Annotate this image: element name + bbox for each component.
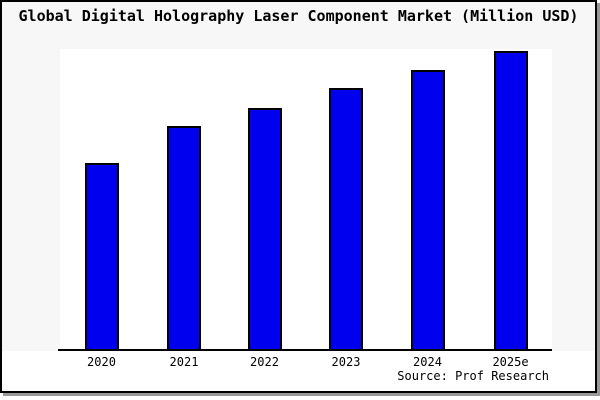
x-tick-label-2022: 2022 xyxy=(250,355,279,369)
source-credit: Source: Prof Research xyxy=(397,369,549,383)
bar-2021 xyxy=(167,126,201,351)
plot-area xyxy=(60,49,552,351)
x-tick-label-2020: 2020 xyxy=(87,355,116,369)
x-axis-line xyxy=(58,349,552,351)
bar-2022 xyxy=(247,108,282,351)
chart-title: Global Digital Holography Laser Componen… xyxy=(18,7,579,25)
bar-2023 xyxy=(329,88,363,351)
bar-2025e xyxy=(493,51,528,351)
x-tick-label-2021: 2021 xyxy=(169,355,199,369)
bar-2020 xyxy=(84,163,119,351)
x-tick-label-2024: 2024 xyxy=(413,355,442,369)
x-tick-label-2023: 2023 xyxy=(331,355,361,369)
x-axis-band xyxy=(2,351,595,391)
bar-2024 xyxy=(410,70,445,351)
x-tick-label-2025e: 2025e xyxy=(492,355,529,369)
